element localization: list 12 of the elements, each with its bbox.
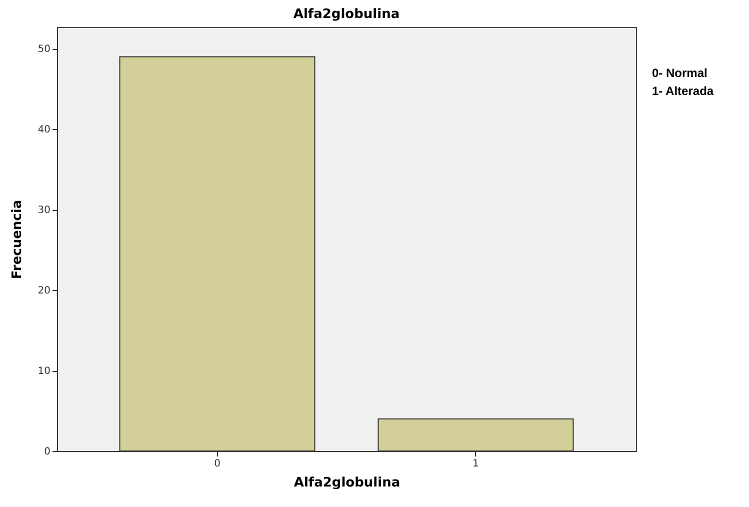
- y-tick-label: 50: [38, 44, 50, 56]
- y-axis-title: Frecuencia: [10, 200, 25, 280]
- y-tick-label: 10: [38, 366, 50, 378]
- x-axis-title: Alfa2globulina: [294, 476, 400, 490]
- text: 0- Normal: [652, 65, 708, 82]
- y-tick-label: 0: [44, 446, 50, 458]
- chart-title: Alfa2globulina: [293, 7, 400, 22]
- y-tick-label: 20: [38, 286, 50, 297]
- text: 1- Alterada: [652, 83, 714, 100]
- y-tick-label: 30: [38, 205, 50, 216]
- y-tick-label: 40: [38, 124, 50, 136]
- x-tick-label: 1: [472, 458, 479, 470]
